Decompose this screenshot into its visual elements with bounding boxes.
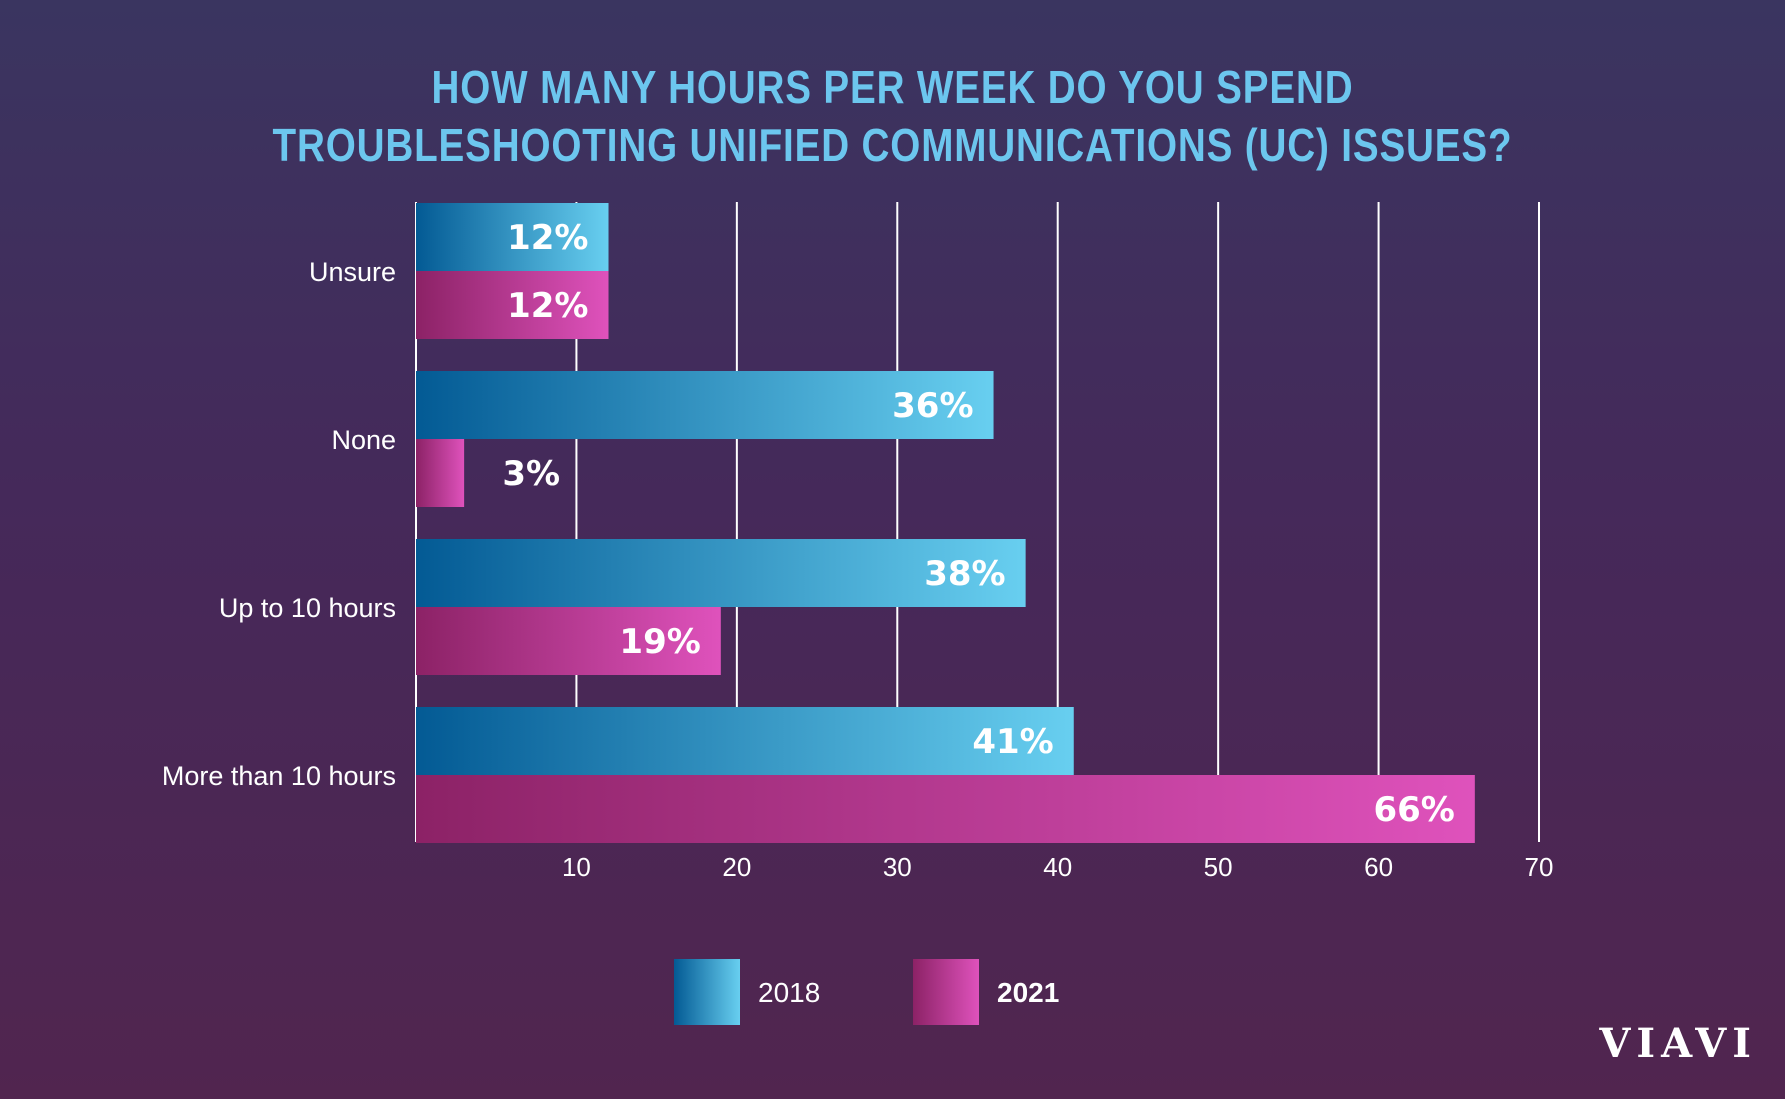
data-label-2021-2: 19% — [619, 622, 700, 662]
data-label-2018-1: 36% — [892, 386, 973, 426]
x-tick-label-10: 10 — [562, 852, 591, 882]
x-tick-label-20: 20 — [722, 852, 751, 882]
labels: 10 20 30 40 50 60 70 Unsure 12% 12% None 36% 3% Up to… — [162, 218, 1554, 882]
x-tick-label-40: 40 — [1043, 852, 1072, 882]
legend-label-2021: 2021 — [997, 977, 1059, 1008]
bar-2018-3 — [416, 707, 1074, 775]
data-label-2018-3: 41% — [972, 722, 1053, 762]
bar-2021-1 — [416, 439, 465, 507]
chart-title-line-1: HOW MANY HOURS PER WEEK DO YOU SPEND — [431, 61, 1354, 113]
category-label: More than 10 hours — [162, 761, 396, 791]
x-tick-label-70: 70 — [1525, 852, 1554, 882]
legend-swatch-2021 — [913, 959, 979, 1025]
x-tick-label-50: 50 — [1204, 852, 1233, 882]
data-label-2021-3: 66% — [1373, 790, 1454, 830]
data-label-2018-2: 38% — [924, 554, 1005, 594]
data-label-2018-0: 12% — [507, 218, 588, 258]
legend-swatch-2018 — [674, 959, 740, 1025]
legend-label-2018: 2018 — [758, 977, 820, 1008]
category-label: Up to 10 hours — [219, 593, 396, 623]
brand-logo: VIAVI — [1599, 1020, 1757, 1067]
bar-2018-1 — [416, 371, 994, 439]
category-label: None — [331, 425, 396, 455]
category-label: Unsure — [309, 257, 396, 287]
bar-2021-3 — [416, 775, 1475, 843]
legend: 2018 2021 — [674, 959, 1059, 1025]
bar-2021-2 — [416, 607, 721, 675]
x-tick-label-60: 60 — [1364, 852, 1393, 882]
data-label-2021-0: 12% — [507, 286, 588, 326]
bar-2021-0 — [416, 271, 609, 339]
chart-title: HOW MANY HOURS PER WEEK DO YOU SPEND TRO… — [0, 58, 1785, 174]
bars — [416, 203, 1475, 843]
data-label-2021-1: 3% — [502, 454, 560, 494]
bar-2018-0 — [416, 203, 609, 271]
x-tick-label-30: 30 — [883, 852, 912, 882]
chart-title-line-2: TROUBLESHOOTING UNIFIED COMMUNICATIONS (… — [272, 119, 1513, 171]
bar-2018-2 — [416, 539, 1026, 607]
